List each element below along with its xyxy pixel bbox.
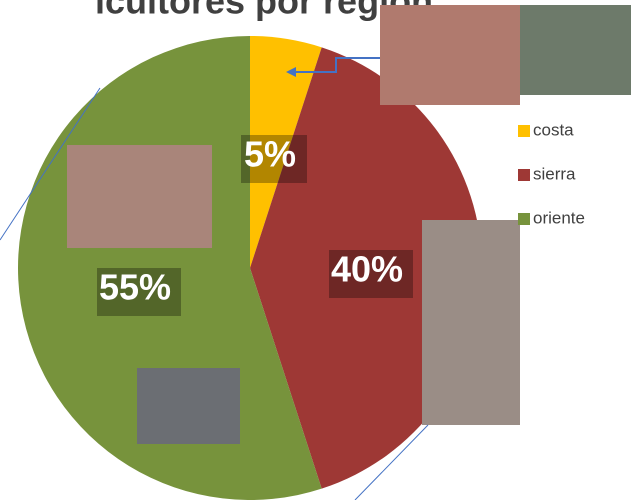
data-label: 40% — [331, 249, 403, 290]
photo — [380, 5, 520, 105]
photo — [137, 368, 240, 444]
photo — [67, 145, 212, 248]
legend-swatch — [518, 213, 530, 225]
legend-label: sierra — [533, 164, 576, 183]
photo — [520, 5, 631, 95]
data-label: 5% — [244, 134, 296, 175]
photo — [422, 220, 520, 425]
page: {"chart_data": {"type": "pie", "title": … — [0, 0, 631, 500]
legend-swatch — [518, 125, 530, 137]
legend: costa sierra oriente — [518, 120, 585, 227]
legend-swatch — [518, 169, 530, 181]
legend-label: costa — [533, 120, 574, 139]
chart: icultores por región 5%40%55% costasierr… — [0, 0, 631, 500]
legend-label: oriente — [533, 208, 585, 227]
data-label: 55% — [99, 267, 171, 308]
